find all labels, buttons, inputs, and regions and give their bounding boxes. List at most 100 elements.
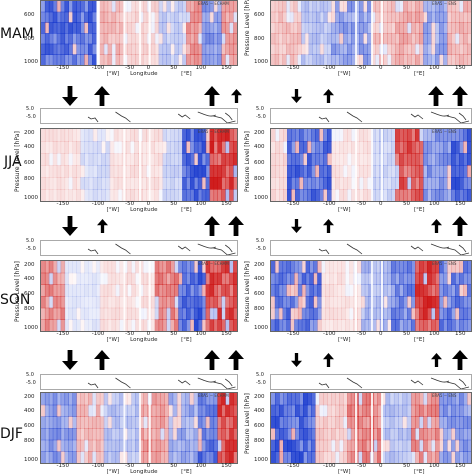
heatmap-cell — [297, 307, 303, 320]
heatmap-cell — [323, 11, 328, 23]
heatmap-cell — [174, 33, 179, 45]
heatmap-cell — [213, 261, 218, 274]
heatmap-cell — [395, 43, 400, 55]
heatmap-cell — [115, 284, 120, 297]
heatmap-cell — [113, 177, 119, 190]
heatmap-cell — [367, 11, 372, 23]
heatmap-cell — [293, 22, 298, 34]
heatmap-cell — [339, 404, 344, 417]
heatmap-cell — [319, 165, 324, 178]
heatmap-cell — [271, 439, 276, 452]
heatmap-cell — [139, 11, 144, 23]
heatmap-cell — [313, 261, 318, 274]
heatmap-cell — [111, 1, 117, 13]
heatmap-cell — [80, 153, 85, 166]
heatmap-cell — [88, 284, 93, 297]
heatmap-cell — [115, 428, 120, 441]
heatmap-cell — [213, 165, 218, 178]
heatmap-cell — [115, 272, 120, 285]
heatmap-cell — [439, 393, 444, 406]
heatmap-cell — [103, 296, 109, 309]
heatmap-cell — [99, 54, 105, 65]
heatmap-cell — [364, 261, 370, 274]
heatmap-cell — [375, 165, 380, 178]
heatmap-cell — [315, 404, 320, 417]
heatmap-cell — [190, 54, 195, 65]
heatmap-cell — [170, 141, 175, 154]
heatmap-cell — [423, 284, 428, 297]
heatmap-cell — [213, 1, 218, 13]
heatmap-cell — [297, 54, 302, 65]
heatmap-cell — [447, 428, 452, 441]
heatmap-cell — [134, 141, 139, 154]
heatmap-cell — [295, 189, 300, 201]
heatmap-cell — [415, 54, 420, 65]
heatmap-cell — [158, 307, 164, 320]
heatmap-cell — [229, 33, 234, 45]
heatmap-cell — [375, 54, 380, 65]
heatmap-cell — [355, 153, 360, 166]
heatmap-cell — [287, 189, 292, 201]
heatmap-cell — [407, 261, 412, 274]
heatmap-cell — [455, 54, 460, 65]
heatmap-cell — [423, 165, 428, 178]
coastline-map-icon — [270, 108, 472, 124]
heatmap-cell — [190, 272, 195, 285]
heatmap-cell — [107, 1, 113, 13]
heatmap-cell — [431, 416, 436, 429]
heatmap-cell — [373, 404, 378, 417]
heatmap-cell — [64, 43, 69, 55]
y-tick-label: 400 — [24, 275, 35, 282]
heatmap-cell — [209, 11, 215, 23]
heatmap-cell — [364, 284, 370, 297]
x-tick-label: -100 — [323, 331, 336, 337]
heatmap-cell — [359, 43, 364, 55]
heatmap-cell — [383, 296, 388, 309]
heatmap-cell — [88, 165, 94, 178]
heatmap-panel-djf-left — [40, 392, 238, 464]
y-tick-label: 600 — [24, 12, 35, 18]
heatmap-cell — [205, 284, 211, 297]
map-lat-tick: -5.0 — [26, 380, 36, 386]
heatmap-cell — [209, 261, 215, 274]
heatmap-cell — [166, 307, 171, 320]
heatmap-cell — [423, 189, 428, 201]
heatmap-cell — [398, 416, 403, 429]
heatmap-cell — [154, 307, 160, 320]
heatmap-cell — [101, 165, 106, 178]
heatmap-cell — [443, 22, 448, 34]
heatmap-cell — [355, 22, 360, 34]
heatmap-cell — [319, 189, 324, 201]
heatmap-cell — [213, 319, 218, 331]
heatmap-cell — [278, 1, 283, 13]
heatmap-cell — [447, 165, 452, 178]
heatmap-cell — [365, 416, 371, 429]
x-tick-label: -100 — [91, 331, 105, 337]
heatmap-cell — [435, 11, 440, 23]
heatmap-cell — [221, 272, 226, 285]
heatmap-cell — [435, 451, 440, 463]
heatmap-cell — [48, 296, 54, 309]
heatmap-cell — [41, 284, 46, 297]
heatmap-cell — [123, 296, 128, 309]
heatmap-cell — [76, 43, 81, 55]
heatmap-cell — [311, 428, 316, 441]
heatmap-cell — [367, 33, 372, 45]
heatmap-cell — [455, 393, 460, 406]
heatmap-cell — [274, 22, 280, 34]
heatmap-cell — [309, 307, 314, 320]
heatmap-cell — [455, 1, 460, 13]
heatmap-cell — [135, 273, 140, 285]
heatmap-cell — [447, 11, 452, 23]
heatmap-cell — [363, 22, 368, 34]
heatmap-cell — [44, 177, 50, 190]
heatmap-cell — [99, 404, 105, 417]
heatmap-cell — [127, 261, 132, 274]
heatmap-cell — [142, 307, 148, 320]
heatmap-cell — [113, 141, 119, 154]
heatmap-cell — [64, 54, 69, 65]
heatmap-cell — [427, 177, 432, 190]
heatmap-cell — [311, 177, 316, 190]
heatmap-cell — [439, 129, 444, 142]
heatmap-cell — [60, 319, 66, 331]
